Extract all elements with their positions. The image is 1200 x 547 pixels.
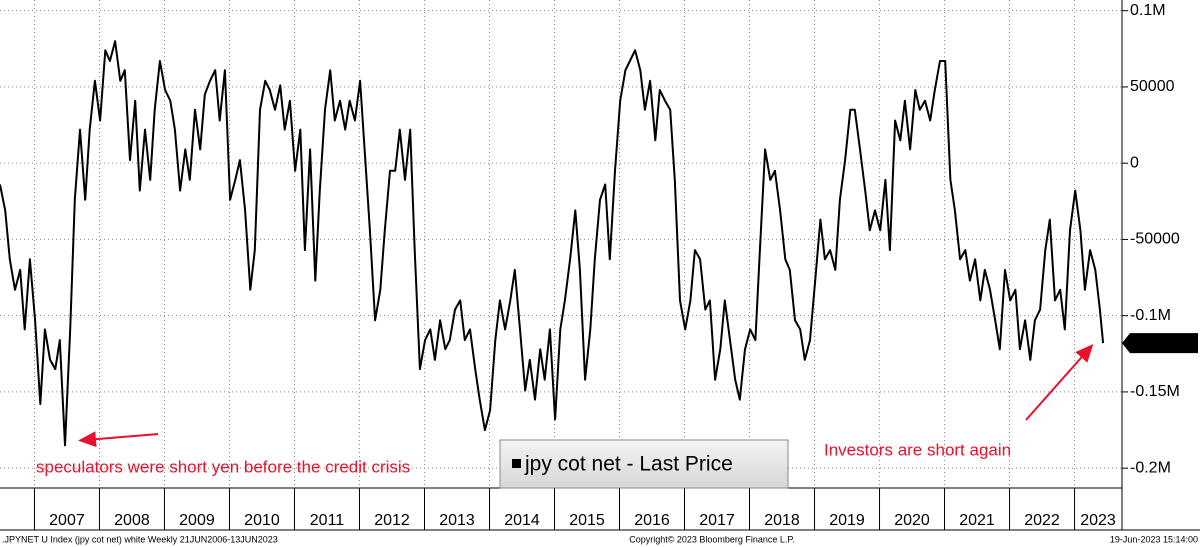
x-tick-label: 2012 xyxy=(374,512,410,529)
y-tick-label: -0.15M xyxy=(1130,383,1180,400)
x-tick-label: 2016 xyxy=(634,512,670,529)
x-tick-label: 2011 xyxy=(310,512,345,529)
x-tick-label: 2017 xyxy=(699,512,735,529)
x-tick-label: 2019 xyxy=(829,512,865,529)
x-tick-label: 2015 xyxy=(569,512,605,529)
annotation: Investors are short again xyxy=(824,440,1011,459)
footer: 19-Jun-2023 15:14:00 xyxy=(1110,534,1198,544)
x-tick-label: 2009 xyxy=(179,512,215,529)
x-tick-label: 2014 xyxy=(504,512,540,529)
y-tick-label: -0.2M xyxy=(1130,459,1171,476)
y-tick-label: 0 xyxy=(1130,154,1139,171)
y-tick-label: 50000 xyxy=(1130,78,1175,95)
annotation-arrow xyxy=(1025,344,1094,421)
legend-swatch xyxy=(512,459,521,468)
x-tick-label: 2010 xyxy=(244,512,280,529)
x-tick-label: 2007 xyxy=(49,512,85,529)
annotation-arrow xyxy=(78,431,159,448)
last-value-label: -0.118M xyxy=(1132,334,1190,351)
x-tick-label: 2022 xyxy=(1024,512,1060,529)
x-tick-label: 2020 xyxy=(894,512,930,529)
y-tick-label: 0.1M xyxy=(1130,2,1166,19)
legend: jpy cot net - Last Price xyxy=(499,439,789,489)
y-tick-label: -50000 xyxy=(1130,231,1180,248)
x-tick-label: 2018 xyxy=(764,512,800,529)
annotation: speculators were short yen before the cr… xyxy=(36,457,410,476)
last-value-box xyxy=(1122,333,1198,354)
y-tick-label: -0.1M xyxy=(1130,307,1171,324)
footer: .JPYNET U Index (jpy cot net) white Week… xyxy=(2,534,278,544)
x-tick-label: 2023 xyxy=(1080,512,1116,529)
plot xyxy=(0,40,1105,447)
line-series xyxy=(0,40,1105,447)
x-tick-label: 2021 xyxy=(959,512,995,529)
legend-label: jpy cot net - Last Price xyxy=(524,453,733,476)
x-tick-label: 2008 xyxy=(114,512,150,529)
legend-box xyxy=(499,439,789,489)
x-tick-label: 2013 xyxy=(439,512,475,529)
grid xyxy=(0,0,1122,488)
footer: Copyright© 2023 Bloomberg Finance L.P. xyxy=(629,534,795,544)
